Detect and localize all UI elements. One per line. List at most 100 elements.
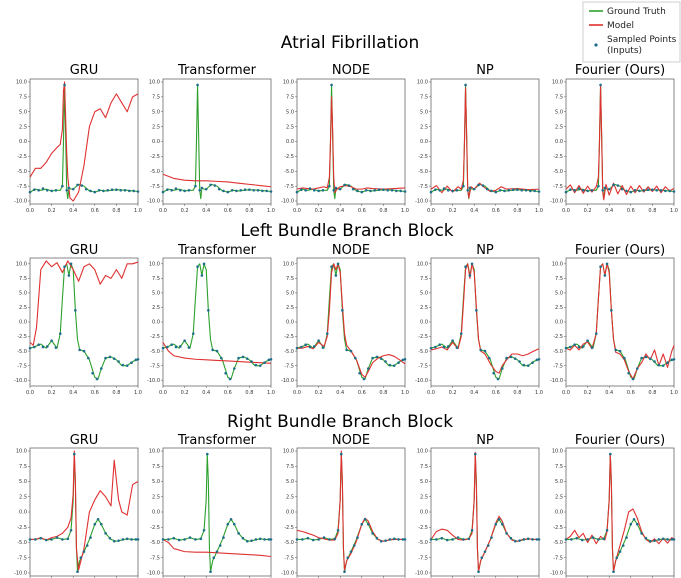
ytick-label-r1-c4-8: -10.0 [550, 378, 563, 384]
ytick-label-r1-c4-5: -2.5 [553, 334, 563, 340]
sampled-point-r0-c3-22 [520, 189, 524, 192]
sampled-point-r0-c3-15 [490, 189, 493, 193]
sampled-point-r0-c0-9 [65, 189, 69, 192]
sampled-point-r0-c2-24 [395, 189, 398, 193]
sampled-point-r0-c4-15 [625, 189, 628, 193]
sampled-point-r2-c3-9 [473, 452, 477, 456]
ytick-label-r0-c1-1: 7.5 [152, 95, 160, 101]
sampled-point-r0-c2-23 [390, 189, 394, 192]
ytick-label-r0-c3-5: -2.5 [418, 154, 428, 160]
panel-r1-c4: Fourier (Ours) 10.0 7.5 5.0 2.5 0.0 -2.5 -5.0 -7… [550, 243, 678, 396]
sampled-point-r1-c1-17 [232, 367, 236, 370]
xtick-label-r0-c3-5: 1.0 [535, 208, 543, 214]
sampled-point-r2-c1-2 [172, 536, 176, 540]
sampled-point-r0-c3-9 [466, 189, 470, 192]
sampled-point-r2-c3-5 [456, 536, 460, 539]
ytick-label-r0-c4-0: 10.0 [552, 80, 563, 86]
sampled-point-r0-c2-9 [332, 189, 336, 192]
sampled-point-r2-c1-1 [167, 538, 170, 541]
sampled-point-r2-c3-4 [451, 538, 454, 541]
ytick-label-r1-c0-7: -7.5 [17, 363, 27, 369]
sampled-point-r1-c3-1 [434, 345, 437, 349]
ytick-label-r1-c1-1: 7.5 [152, 276, 160, 282]
sampled-point-r2-c4-24 [666, 538, 669, 541]
sampled-point-r1-c4-3 [577, 345, 581, 349]
ytick-label-r2-c2-6: -5.0 [284, 540, 294, 546]
sampled-point-r0-c1-6 [187, 189, 191, 192]
sampled-point-r2-c3-17 [500, 522, 504, 526]
sampled-point-r2-c0-12 [82, 550, 86, 553]
legend-model-label: Model [607, 21, 634, 31]
sampled-point-r1-c3-23 [526, 364, 530, 367]
ytick-label-r0-c3-2: 5.0 [420, 109, 428, 115]
ytick-label-r2-c4-6: -5.0 [553, 540, 563, 546]
ytick-label-r0-c0-6: -5.0 [17, 169, 27, 175]
xtick-label-r1-c1-2: 0.4 [202, 390, 210, 396]
sampled-point-r2-c3-18 [505, 532, 508, 535]
sampled-point-r1-c4-14 [623, 356, 626, 360]
sampled-point-r1-c3-3 [442, 345, 446, 349]
sampled-point-r2-c2-5 [322, 536, 326, 539]
xtick-label-r1-c3-4: 0.8 [513, 390, 521, 396]
sampled-point-r1-c4-10 [605, 262, 609, 266]
xtick-label-r0-c1-1: 0.2 [181, 208, 189, 214]
xtick-label-r1-c0-1: 0.2 [48, 390, 56, 396]
sampled-point-r2-c3-1 [435, 538, 438, 541]
sampled-point-r0-c3-4 [446, 189, 450, 192]
sampled-point-r1-c0-16 [95, 377, 99, 381]
ytick-label-r2-c4-0: 10.0 [552, 449, 563, 455]
sampled-point-r1-c1-10 [202, 262, 206, 266]
xtick-label-r0-c2-1: 0.2 [315, 208, 323, 214]
sampled-point-r1-c1-5 [183, 339, 186, 342]
sampled-point-r0-c3-12 [477, 183, 480, 187]
sampled-point-r2-c1-4 [183, 538, 186, 541]
sampled-point-r1-c1-26 [269, 357, 273, 361]
xtick-label-r1-c4-5: 1.0 [670, 390, 678, 396]
sampled-point-r2-c1-20 [245, 539, 249, 543]
sampled-point-r1-c1-9 [200, 274, 204, 277]
sampled-point-r0-c1-24 [261, 189, 264, 193]
row-title-1: Left Bundle Branch Block [240, 221, 453, 241]
sampled-point-r1-c2-1 [300, 345, 303, 349]
sampled-point-r0-c4-18 [638, 189, 641, 193]
ytick-label-r2-c0-3: 2.5 [19, 494, 27, 500]
sampled-point-r2-c2-8 [336, 528, 340, 532]
sampled-point-r1-c2-12 [345, 348, 348, 352]
sampled-point-r2-c2-1 [301, 538, 304, 541]
sampled-point-r2-c2-2 [306, 536, 310, 540]
legend-sampled-label-line2: (Inputs) [607, 46, 642, 56]
ytick-label-r1-c3-0: 10.0 [417, 262, 428, 268]
sampled-point-r1-c4-12 [614, 348, 617, 352]
sampled-point-r1-c2-10 [336, 262, 340, 266]
sampled-point-r1-c2-16 [362, 377, 366, 381]
ytick-label-r2-c4-5: -2.5 [553, 525, 563, 531]
sampled-point-r0-c3-13 [481, 184, 485, 187]
ytick-label-r0-c0-3: 2.5 [19, 124, 27, 130]
sampled-point-r2-c0-18 [104, 532, 107, 535]
sampled-point-r0-c2-0 [295, 190, 299, 194]
sampled-point-r0-c2-18 [369, 189, 372, 193]
panel-title-r1-c2: NODE [332, 243, 370, 258]
sampled-point-r1-c1-12 [211, 348, 214, 352]
ytick-label-r0-c2-7: -7.5 [284, 184, 294, 190]
sampled-point-r1-c4-6 [590, 346, 594, 349]
sampled-point-r2-c4-9 [608, 452, 612, 456]
sampled-point-r0-c0-22 [119, 189, 123, 192]
xtick-label-r1-c1-1: 0.2 [181, 390, 189, 396]
sampled-point-r2-c3-12 [483, 550, 487, 553]
sampled-point-r0-c3-21 [516, 188, 519, 192]
sampled-point-r1-c4-15 [627, 371, 630, 375]
ytick-label-r0-c3-3: 2.5 [420, 124, 428, 130]
sampled-point-r1-c2-3 [308, 345, 312, 349]
panel-frame-r0-c3 [430, 78, 540, 205]
sampled-point-r1-c1-19 [241, 355, 245, 359]
ytick-label-r0-c4-6: -5.0 [553, 169, 563, 175]
sampled-point-r1-c3-0 [429, 346, 433, 350]
sampled-point-r0-c3-23 [524, 189, 528, 192]
sampled-point-r2-c1-26 [269, 538, 273, 541]
xtick-label-r1-c4-0: 0.0 [562, 390, 570, 396]
sampled-point-r0-c1-4 [178, 189, 182, 192]
sampled-point-r2-c2-19 [375, 536, 379, 540]
xtick-label-r1-c3-5: 1.0 [535, 390, 543, 396]
sampled-point-r2-c3-0 [429, 538, 433, 541]
